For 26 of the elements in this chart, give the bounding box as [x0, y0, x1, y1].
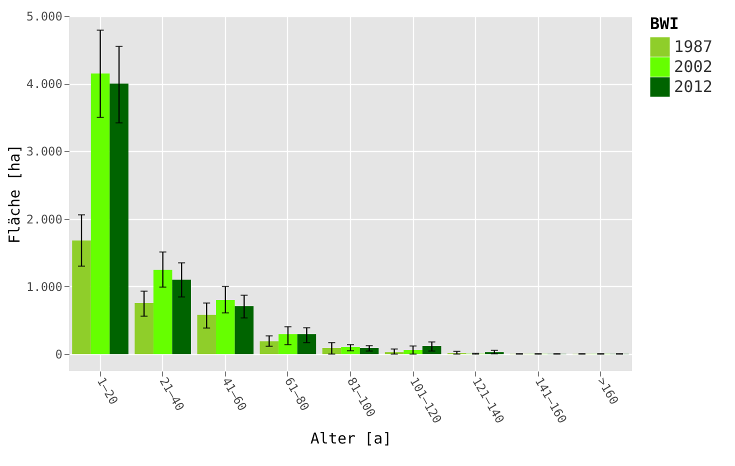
bar	[197, 314, 216, 354]
bar	[360, 348, 379, 354]
y-tick-label: 5.000	[26, 10, 62, 24]
bar	[72, 240, 91, 354]
legend-label: 1987	[674, 37, 713, 56]
legend-label: 2012	[674, 77, 713, 96]
y-tick-label: 0	[55, 348, 62, 362]
bar	[90, 73, 110, 354]
y-tick-label: 1.000	[26, 280, 62, 294]
bar	[216, 300, 235, 354]
bar	[278, 334, 298, 354]
bar	[110, 84, 128, 354]
y-axis-title: Fläche [ha]	[5, 144, 24, 244]
x-axis-title: Alter [a]	[310, 429, 392, 448]
bar	[297, 334, 316, 354]
y-tick-label: 2.000	[26, 212, 62, 226]
bar	[234, 306, 254, 354]
bar	[153, 270, 172, 354]
bar	[172, 280, 191, 354]
legend-title: BWI	[650, 14, 679, 33]
y-tick-label: 3.000	[26, 144, 62, 159]
legend-label: 2002	[674, 57, 713, 76]
bar	[134, 303, 154, 354]
bar	[260, 341, 279, 354]
y-tick-label: 4.000	[26, 77, 62, 92]
bar	[404, 350, 422, 354]
